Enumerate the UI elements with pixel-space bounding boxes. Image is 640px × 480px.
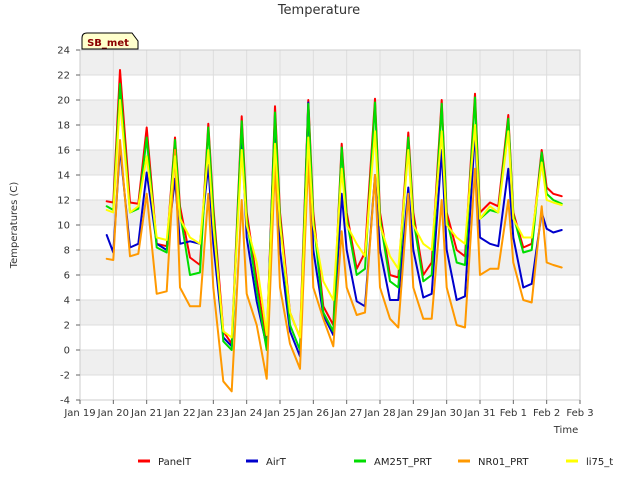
y-tick-label: 14: [57, 171, 70, 182]
y-tick-label: 8: [64, 246, 70, 257]
background-band: [80, 300, 580, 325]
legend-label: li75_t: [586, 457, 613, 468]
y-tick-label: 12: [57, 196, 70, 207]
x-tick-label: Jan 29: [397, 408, 429, 419]
background-band: [80, 350, 580, 375]
legend: PanelT AirT AM25T_PRT NR01_PRT li75_t: [138, 457, 613, 468]
site-badge: SB_met: [81, 32, 139, 50]
x-tick-label: Jan 24: [230, 408, 262, 419]
background-band: [80, 150, 580, 175]
y-tick-label: 10: [57, 221, 70, 232]
x-tick-label: Jan 22: [163, 408, 195, 419]
site-badge-shape: [81, 32, 139, 50]
x-axis-label: Time: [553, 425, 578, 436]
x-tick-label: Jan 21: [130, 408, 162, 419]
series-line-nr01-prt: [105, 139, 563, 393]
chart-title: Temperature: [277, 3, 360, 18]
x-tick-label: Jan 31: [463, 408, 495, 419]
x-tick-label: Jan 23: [197, 408, 229, 419]
x-tick-label: Jan 27: [330, 408, 362, 419]
x-tick-label: Feb 1: [500, 408, 527, 419]
y-axis-label: Temperatures (C): [9, 182, 20, 270]
y-tick-label: -4: [60, 396, 70, 407]
background-band: [80, 250, 580, 275]
series-line-li75-t: [105, 99, 563, 339]
x-tick-label: Jan 28: [363, 408, 395, 419]
site-badge-label: SB_met: [87, 38, 129, 49]
y-tick-label: 16: [57, 146, 70, 157]
x-tick-label: Jan 25: [263, 408, 295, 419]
x-tick-label: Feb 2: [533, 408, 560, 419]
y-tick-label: 24: [57, 46, 70, 57]
y-tick-label: 2: [64, 321, 70, 332]
legend-label: NR01_PRT: [478, 457, 529, 468]
x-tick-label: Jan 26: [297, 408, 329, 419]
y-tick-label: 6: [64, 271, 70, 282]
y-tick-label: -2: [60, 371, 70, 382]
series-line-airt: [105, 101, 563, 358]
x-tick-label: Feb 3: [566, 408, 593, 419]
x-tick-label: Jan 19: [63, 408, 95, 419]
y-tick-label: 4: [64, 296, 70, 307]
y-tick-label: 22: [57, 71, 70, 82]
x-tick-label: Jan 30: [430, 408, 462, 419]
background-band: [80, 50, 580, 75]
background-band: [80, 100, 580, 125]
x-axis-ticks: Jan 19 Jan 20 Jan 21 Jan 22 Jan 23 Jan 24 Jan …: [63, 400, 594, 419]
x-tick-label: Jan 20: [97, 408, 129, 419]
legend-label: AM25T_PRT: [374, 457, 433, 468]
y-tick-label: 20: [57, 96, 70, 107]
plot-background-bands: [80, 50, 580, 375]
y-tick-label: 0: [64, 346, 70, 357]
legend-label: PanelT: [158, 457, 192, 468]
y-tick-label: 18: [57, 121, 70, 132]
data-series: [105, 69, 563, 393]
legend-label: AirT: [266, 457, 287, 468]
